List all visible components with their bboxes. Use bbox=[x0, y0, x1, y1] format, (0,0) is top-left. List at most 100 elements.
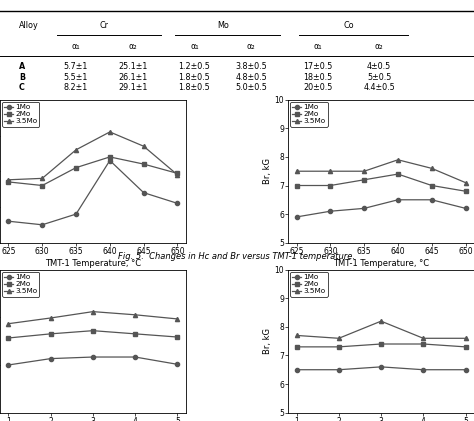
3.5Mo bbox=[294, 169, 300, 174]
2Mo bbox=[294, 183, 300, 188]
3.5Mo bbox=[141, 144, 146, 149]
3.5Mo bbox=[48, 315, 54, 320]
1Mo bbox=[463, 206, 468, 211]
2Mo bbox=[141, 162, 146, 167]
Line: 2Mo: 2Mo bbox=[6, 155, 180, 188]
3.5Mo bbox=[6, 321, 11, 326]
Text: 18±0.5: 18±0.5 bbox=[303, 72, 332, 82]
1Mo bbox=[73, 211, 79, 216]
Text: α₂: α₂ bbox=[375, 42, 383, 51]
Text: α₁: α₁ bbox=[72, 42, 80, 51]
Text: 5±0.5: 5±0.5 bbox=[367, 72, 392, 82]
Text: C: C bbox=[19, 83, 25, 93]
1Mo bbox=[328, 209, 333, 214]
2Mo bbox=[132, 331, 138, 336]
1Mo bbox=[174, 362, 180, 367]
1Mo bbox=[294, 367, 300, 372]
3.5Mo bbox=[361, 169, 367, 174]
Line: 3.5Mo: 3.5Mo bbox=[6, 130, 180, 182]
Y-axis label: Br, kG: Br, kG bbox=[263, 158, 272, 184]
3.5Mo bbox=[39, 176, 45, 181]
X-axis label: TMT-1 Temperature, °C: TMT-1 Temperature, °C bbox=[45, 258, 141, 268]
Text: 4±0.5: 4±0.5 bbox=[367, 62, 392, 71]
2Mo bbox=[361, 177, 367, 182]
3.5Mo bbox=[294, 333, 300, 338]
3.5Mo bbox=[73, 147, 79, 152]
Line: 1Mo: 1Mo bbox=[294, 365, 468, 372]
3.5Mo bbox=[6, 177, 11, 182]
Legend: 1Mo, 2Mo, 3.5Mo: 1Mo, 2Mo, 3.5Mo bbox=[2, 102, 39, 127]
2Mo bbox=[336, 344, 342, 349]
1Mo bbox=[6, 218, 11, 224]
1Mo bbox=[132, 354, 138, 360]
3.5Mo bbox=[90, 309, 96, 314]
Line: 1Mo: 1Mo bbox=[6, 158, 180, 227]
Text: α₂: α₂ bbox=[247, 42, 255, 51]
Text: 8.2±1: 8.2±1 bbox=[64, 83, 88, 93]
1Mo bbox=[361, 206, 367, 211]
Text: B: B bbox=[19, 72, 25, 82]
Text: 25.1±1: 25.1±1 bbox=[118, 62, 147, 71]
3.5Mo bbox=[463, 336, 468, 341]
1Mo bbox=[429, 197, 435, 203]
Text: Fig. 5.  Changes in Hc and Br versus TMT-1 temperature.: Fig. 5. Changes in Hc and Br versus TMT-… bbox=[118, 252, 356, 261]
3.5Mo bbox=[395, 157, 401, 163]
3.5Mo bbox=[328, 169, 333, 174]
3.5Mo bbox=[429, 166, 435, 171]
2Mo bbox=[39, 183, 45, 188]
Text: 1.2±0.5: 1.2±0.5 bbox=[178, 62, 210, 71]
Text: 1.8±0.5: 1.8±0.5 bbox=[179, 72, 210, 82]
2Mo bbox=[174, 335, 180, 340]
Text: α₁: α₁ bbox=[190, 42, 199, 51]
Legend: 1Mo, 2Mo, 3.5Mo: 1Mo, 2Mo, 3.5Mo bbox=[2, 272, 39, 296]
3.5Mo bbox=[463, 180, 468, 185]
Text: 4.8±0.5: 4.8±0.5 bbox=[236, 72, 267, 82]
1Mo bbox=[90, 354, 96, 360]
Text: Mo: Mo bbox=[217, 21, 229, 29]
1Mo bbox=[336, 367, 342, 372]
2Mo bbox=[463, 344, 468, 349]
2Mo bbox=[395, 171, 401, 176]
2Mo bbox=[48, 331, 54, 336]
1Mo bbox=[39, 222, 45, 227]
3.5Mo bbox=[174, 172, 180, 177]
Text: 4.4±0.5: 4.4±0.5 bbox=[364, 83, 395, 93]
1Mo bbox=[48, 356, 54, 361]
Text: Co: Co bbox=[343, 21, 354, 29]
3.5Mo bbox=[174, 317, 180, 322]
2Mo bbox=[6, 336, 11, 341]
3.5Mo bbox=[132, 312, 138, 317]
Line: 1Mo: 1Mo bbox=[294, 198, 468, 219]
Line: 3.5Mo: 3.5Mo bbox=[294, 319, 468, 340]
1Mo bbox=[420, 367, 426, 372]
3.5Mo bbox=[420, 336, 426, 341]
3.5Mo bbox=[336, 336, 342, 341]
Line: 2Mo: 2Mo bbox=[294, 172, 468, 193]
3.5Mo bbox=[378, 319, 384, 324]
2Mo bbox=[429, 183, 435, 188]
1Mo bbox=[378, 364, 384, 369]
2Mo bbox=[73, 165, 79, 170]
Text: 3.8±0.5: 3.8±0.5 bbox=[236, 62, 267, 71]
1Mo bbox=[294, 214, 300, 219]
3.5Mo bbox=[107, 129, 113, 134]
Text: Alloy: Alloy bbox=[19, 21, 39, 29]
2Mo bbox=[6, 179, 11, 184]
2Mo bbox=[378, 341, 384, 346]
2Mo bbox=[294, 344, 300, 349]
2Mo bbox=[174, 171, 180, 176]
2Mo bbox=[420, 341, 426, 346]
1Mo bbox=[141, 190, 146, 195]
Line: 3.5Mo: 3.5Mo bbox=[6, 309, 180, 326]
2Mo bbox=[328, 183, 333, 188]
1Mo bbox=[107, 158, 113, 163]
1Mo bbox=[6, 362, 11, 368]
2Mo bbox=[90, 328, 96, 333]
Legend: 1Mo, 2Mo, 3.5Mo: 1Mo, 2Mo, 3.5Mo bbox=[290, 102, 328, 127]
Text: 29.1±1: 29.1±1 bbox=[118, 83, 147, 93]
Text: 5.7±1: 5.7±1 bbox=[64, 62, 88, 71]
Line: 2Mo: 2Mo bbox=[6, 329, 180, 340]
Text: Cr: Cr bbox=[100, 21, 109, 29]
Line: 1Mo: 1Mo bbox=[6, 355, 180, 367]
Legend: 1Mo, 2Mo, 3.5Mo: 1Mo, 2Mo, 3.5Mo bbox=[290, 272, 328, 296]
